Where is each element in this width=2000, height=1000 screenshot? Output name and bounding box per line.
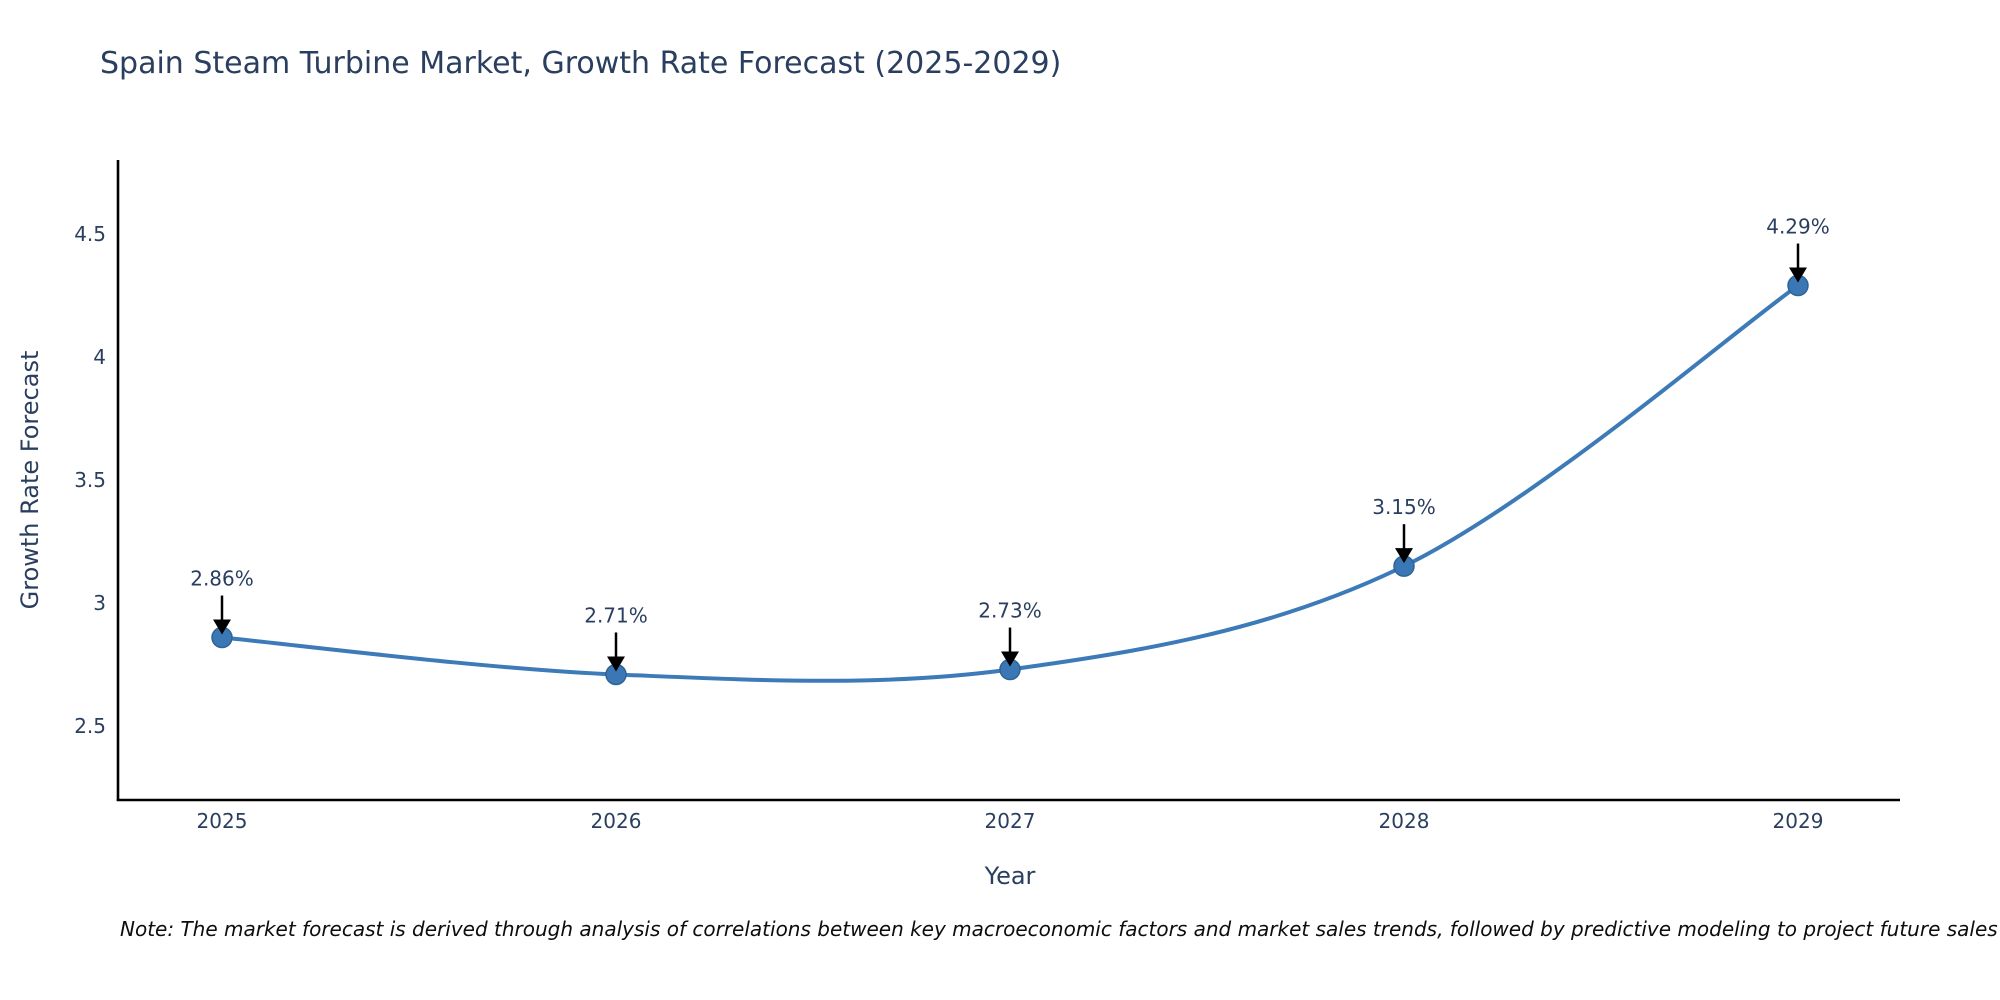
annotation-arrowhead-icon [1789,267,1807,283]
x-axis-title: Year [984,862,1036,890]
x-tick-label: 2026 [591,809,642,833]
y-tick-label: 4 [93,345,106,369]
annotation-arrowhead-icon [607,656,625,672]
point-value-label: 4.29% [1766,215,1830,239]
annotation-arrowhead-icon [1395,548,1413,564]
annotation-arrowhead-icon [213,619,231,635]
point-value-label: 3.15% [1372,495,1436,519]
point-value-label: 2.71% [584,603,648,627]
x-tick-label: 2025 [197,809,248,833]
x-tick-label: 2028 [1379,809,1430,833]
chart-title: Spain Steam Turbine Market, Growth Rate … [100,46,1062,81]
annotation-arrowhead-icon [1001,651,1019,667]
point-value-label: 2.86% [190,567,254,591]
footnote: Note: The market forecast is derived thr… [120,917,1998,941]
y-tick-label: 2.5 [74,714,106,738]
y-tick-label: 4.5 [74,222,106,246]
point-value-label: 2.73% [978,599,1042,623]
x-tick-label: 2029 [1773,809,1824,833]
y-tick-label: 3.5 [74,468,106,492]
forecast-line [221,283,1800,683]
x-tick-label: 2027 [985,809,1036,833]
y-tick-label: 3 [93,591,106,615]
